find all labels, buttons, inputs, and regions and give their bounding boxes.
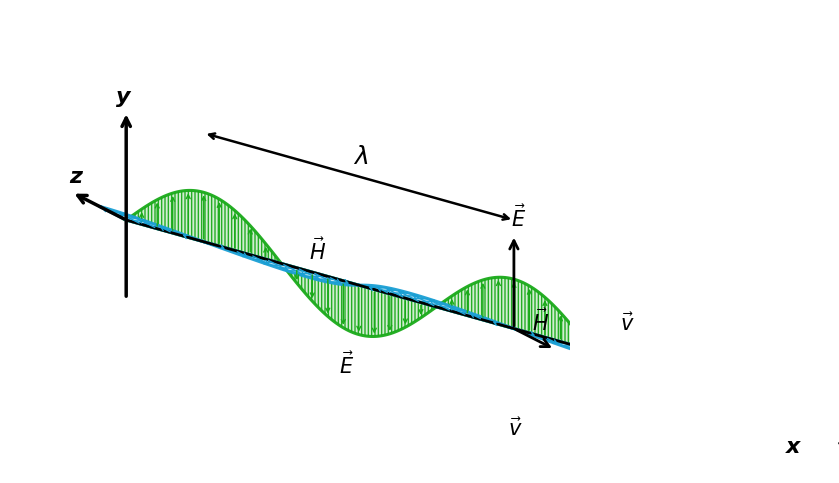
Text: $\vec{H}$: $\vec{H}$ [309, 237, 326, 264]
Text: y: y [117, 86, 131, 107]
Text: $\vec{S}$: $\vec{S}$ [837, 423, 839, 450]
Text: x: x [786, 437, 800, 457]
Text: $\vec{E}$: $\vec{E}$ [512, 205, 527, 231]
Text: z: z [70, 168, 82, 187]
Text: $\lambda$: $\lambda$ [353, 145, 368, 169]
Polygon shape [99, 206, 747, 394]
Text: $\vec{v}$: $\vec{v}$ [508, 417, 523, 440]
Text: $\vec{v}$: $\vec{v}$ [620, 312, 634, 335]
Text: $\vec{H}$: $\vec{H}$ [533, 308, 550, 335]
Text: $\vec{E}$: $\vec{E}$ [339, 351, 354, 378]
Polygon shape [126, 190, 747, 423]
